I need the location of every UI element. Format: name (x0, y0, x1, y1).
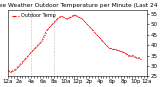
Title: Milwaukee Weather Outdoor Temperature per Minute (Last 24 Hours): Milwaukee Weather Outdoor Temperature pe… (0, 3, 160, 8)
Legend: Outdoor Temp: Outdoor Temp (10, 12, 57, 20)
